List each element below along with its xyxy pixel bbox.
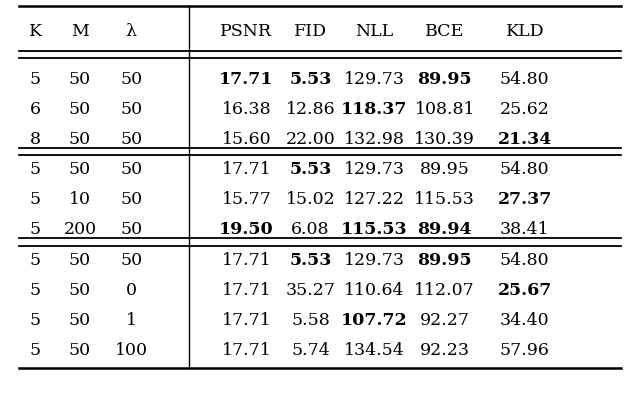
Text: 50: 50 [69, 282, 91, 299]
Text: 50: 50 [69, 101, 91, 118]
Text: 5: 5 [29, 342, 41, 359]
Text: 16.38: 16.38 [221, 101, 271, 118]
Text: 129.73: 129.73 [344, 71, 405, 88]
Text: 132.98: 132.98 [344, 131, 405, 148]
Text: 1: 1 [125, 312, 137, 329]
Text: 6.08: 6.08 [291, 221, 330, 238]
Text: 17.71: 17.71 [221, 282, 271, 299]
Text: 34.40: 34.40 [500, 312, 550, 329]
Text: K: K [29, 23, 42, 40]
Text: 5: 5 [29, 282, 41, 299]
Text: 50: 50 [120, 162, 142, 178]
Text: NLL: NLL [355, 23, 394, 40]
Text: 5: 5 [29, 312, 41, 329]
Text: 92.23: 92.23 [420, 342, 470, 359]
Text: 17.71: 17.71 [219, 71, 274, 88]
Text: 129.73: 129.73 [344, 252, 405, 269]
Text: 50: 50 [69, 131, 91, 148]
Text: 17.71: 17.71 [221, 312, 271, 329]
Text: 115.53: 115.53 [414, 191, 476, 208]
Text: 5.53: 5.53 [289, 71, 332, 88]
Text: 5.53: 5.53 [289, 252, 332, 269]
Text: 35.27: 35.27 [285, 282, 335, 299]
Text: 127.22: 127.22 [344, 191, 405, 208]
Text: 54.80: 54.80 [500, 162, 550, 178]
Text: 17.71: 17.71 [221, 252, 271, 269]
Text: 15.77: 15.77 [221, 191, 271, 208]
Text: 50: 50 [120, 221, 142, 238]
Text: 50: 50 [69, 312, 91, 329]
Text: 50: 50 [69, 252, 91, 269]
Text: 50: 50 [120, 71, 142, 88]
Text: 50: 50 [69, 162, 91, 178]
Text: 54.80: 54.80 [500, 252, 550, 269]
Text: 108.81: 108.81 [415, 101, 475, 118]
Text: 50: 50 [120, 101, 142, 118]
Text: 118.37: 118.37 [341, 101, 408, 118]
Text: 129.73: 129.73 [344, 162, 405, 178]
Text: 6: 6 [29, 101, 41, 118]
Text: 5.53: 5.53 [289, 162, 332, 178]
Text: 5.58: 5.58 [291, 312, 330, 329]
Text: 15.60: 15.60 [221, 131, 271, 148]
Text: 25.62: 25.62 [500, 101, 550, 118]
Text: 50: 50 [120, 252, 142, 269]
Text: 15.02: 15.02 [285, 191, 335, 208]
Text: 38.41: 38.41 [500, 221, 550, 238]
Text: 50: 50 [120, 191, 142, 208]
Text: FID: FID [294, 23, 327, 40]
Text: 17.71: 17.71 [221, 162, 271, 178]
Text: 100: 100 [115, 342, 148, 359]
Text: M: M [71, 23, 89, 40]
Text: 10: 10 [69, 191, 91, 208]
Text: 57.96: 57.96 [500, 342, 550, 359]
Text: 8: 8 [29, 131, 41, 148]
Text: 115.53: 115.53 [341, 221, 408, 238]
Text: 5: 5 [29, 221, 41, 238]
Text: 112.07: 112.07 [415, 282, 475, 299]
Text: 5: 5 [29, 252, 41, 269]
Text: 21.34: 21.34 [498, 131, 552, 148]
Text: 12.86: 12.86 [285, 101, 335, 118]
Text: λ: λ [125, 23, 137, 40]
Text: 50: 50 [69, 342, 91, 359]
Text: 92.27: 92.27 [420, 312, 470, 329]
Text: 130.39: 130.39 [414, 131, 476, 148]
Text: 5: 5 [29, 162, 41, 178]
Text: 54.80: 54.80 [500, 71, 550, 88]
Text: 107.72: 107.72 [341, 312, 408, 329]
Text: 200: 200 [63, 221, 97, 238]
Text: 27.37: 27.37 [498, 191, 552, 208]
Text: 89.95: 89.95 [417, 252, 472, 269]
Text: 22.00: 22.00 [285, 131, 335, 148]
Text: PSNR: PSNR [220, 23, 273, 40]
Text: 17.71: 17.71 [221, 342, 271, 359]
Text: KLD: KLD [506, 23, 544, 40]
Text: 5: 5 [29, 191, 41, 208]
Text: 50: 50 [120, 131, 142, 148]
Text: 5: 5 [29, 71, 41, 88]
Text: 0: 0 [125, 282, 137, 299]
Text: 19.50: 19.50 [219, 221, 274, 238]
Text: 50: 50 [69, 71, 91, 88]
Text: 25.67: 25.67 [498, 282, 552, 299]
Text: 134.54: 134.54 [344, 342, 404, 359]
Text: 89.95: 89.95 [420, 162, 470, 178]
Text: 89.94: 89.94 [417, 221, 472, 238]
Text: BCE: BCE [425, 23, 465, 40]
Text: 89.95: 89.95 [417, 71, 472, 88]
Text: 110.64: 110.64 [344, 282, 404, 299]
Text: 5.74: 5.74 [291, 342, 330, 359]
